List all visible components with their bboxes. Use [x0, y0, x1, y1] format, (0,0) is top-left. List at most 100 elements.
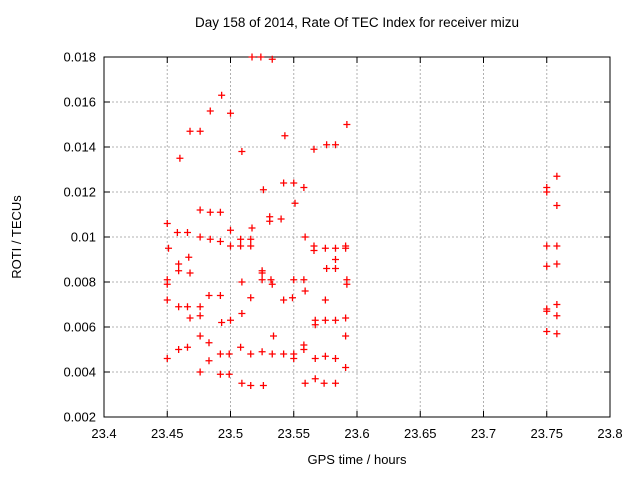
data-point-marker [238, 278, 246, 286]
data-point-marker [342, 332, 350, 340]
x-tick-label: 23.65 [404, 426, 437, 441]
data-point-marker [320, 379, 328, 387]
data-point-marker [343, 121, 351, 128]
data-point-marker [290, 276, 298, 284]
y-axis-label: ROTI / TECUs [9, 195, 24, 279]
data-point-marker [300, 184, 308, 191]
data-point-marker [206, 235, 214, 243]
data-point-marker [247, 382, 255, 389]
data-point-marker [247, 235, 255, 243]
y-tick-labels: 0.002 0.004 0.006 0.008 0.01 0.012 0.014 0.016 0… [63, 50, 96, 425]
data-point-marker [216, 208, 224, 216]
y-tick-label: 0.014 [63, 140, 96, 155]
x-tick-label: 23.6 [344, 426, 369, 441]
data-point-marker [196, 206, 204, 214]
data-point-marker [331, 379, 339, 387]
data-point-marker [238, 148, 246, 155]
y-tick-label: 0.006 [63, 320, 96, 335]
data-point-marker [281, 132, 289, 140]
x-tick-label: 23.45 [151, 426, 184, 441]
data-point-marker [267, 276, 275, 284]
data-point-marker [258, 269, 266, 277]
data-point-marker [342, 364, 350, 371]
data-point-marker [268, 350, 276, 358]
data-point-marker [216, 370, 224, 378]
gridlines [103, 56, 611, 418]
data-point-marker [331, 355, 339, 362]
data-point-marker [196, 368, 204, 376]
data-point-marker [237, 343, 245, 351]
data-point-marker [186, 314, 194, 322]
data-point-marker [247, 294, 255, 302]
data-point-marker [225, 350, 233, 358]
data-point-marker [321, 244, 329, 252]
x-tick-label: 23.55 [277, 426, 310, 441]
data-point-marker [186, 127, 194, 135]
data-point-marker [216, 292, 224, 299]
data-point-marker [218, 319, 226, 326]
data-point-marker [257, 53, 265, 61]
data-point-marker [216, 238, 224, 245]
data-point-marker [175, 260, 183, 268]
data-point-marker [553, 202, 561, 209]
y-tick-label: 0.002 [63, 410, 96, 425]
data-point-marker [280, 179, 288, 187]
data-point-marker [553, 260, 561, 268]
data-point-marker [183, 303, 191, 311]
data-point-marker [543, 242, 551, 250]
data-point-marker [290, 179, 298, 187]
y-tick-label: 0.01 [71, 230, 96, 245]
x-tick-label: 23.8 [597, 426, 622, 441]
data-point-marker [288, 294, 296, 302]
chart-title: Day 158 of 2014, Rate Of TEC Index for r… [195, 15, 519, 30]
data-point-marker [311, 321, 319, 329]
data-point-marker [280, 350, 288, 358]
data-point-marker [258, 348, 266, 356]
data-point-marker [247, 242, 255, 250]
data-point-marker [248, 53, 256, 61]
y-tick-label: 0.018 [63, 50, 96, 65]
data-point-marker [206, 208, 214, 216]
data-point-marker [238, 379, 246, 387]
data-point-marker [237, 242, 245, 250]
data-point-marker [196, 233, 204, 241]
data-point-marker [247, 350, 255, 358]
data-point-marker [323, 265, 331, 272]
data-point-marker [227, 109, 234, 117]
x-tick-label: 23.75 [530, 426, 563, 441]
data-point-marker [196, 303, 204, 311]
data-point-marker [205, 339, 213, 347]
data-point-marker [237, 235, 245, 243]
data-point-marker [259, 186, 267, 194]
data-point-marker [173, 229, 181, 236]
data-point-marker [543, 262, 551, 270]
data-point-marker [553, 242, 561, 250]
data-point-marker [310, 145, 318, 153]
data-point-marker [183, 343, 191, 351]
data-point-marker [291, 199, 299, 207]
data-point-marker [238, 310, 246, 317]
data-point-marker [196, 312, 204, 320]
data-point-marker [301, 379, 309, 387]
data-point-marker [280, 296, 288, 304]
data-point-marker [543, 188, 551, 196]
data-point-marker [311, 375, 319, 383]
data-point-marker [163, 355, 171, 362]
data-point-marker [268, 280, 276, 288]
data-point-marker [163, 280, 171, 288]
data-point-marker [270, 332, 278, 340]
data-point-marker [543, 307, 551, 315]
data-point-marker [301, 287, 309, 295]
data-point-marker [227, 242, 234, 250]
axis-tick-marks [103, 56, 611, 418]
data-point-marker [163, 220, 171, 227]
data-point-marker [331, 265, 339, 272]
data-point-marker [290, 355, 298, 362]
data-point-marker [258, 276, 266, 284]
data-point-marker [248, 224, 256, 232]
data-points [163, 53, 561, 389]
data-point-marker [321, 296, 329, 304]
data-point-marker [186, 269, 194, 277]
data-point-marker [175, 303, 183, 311]
